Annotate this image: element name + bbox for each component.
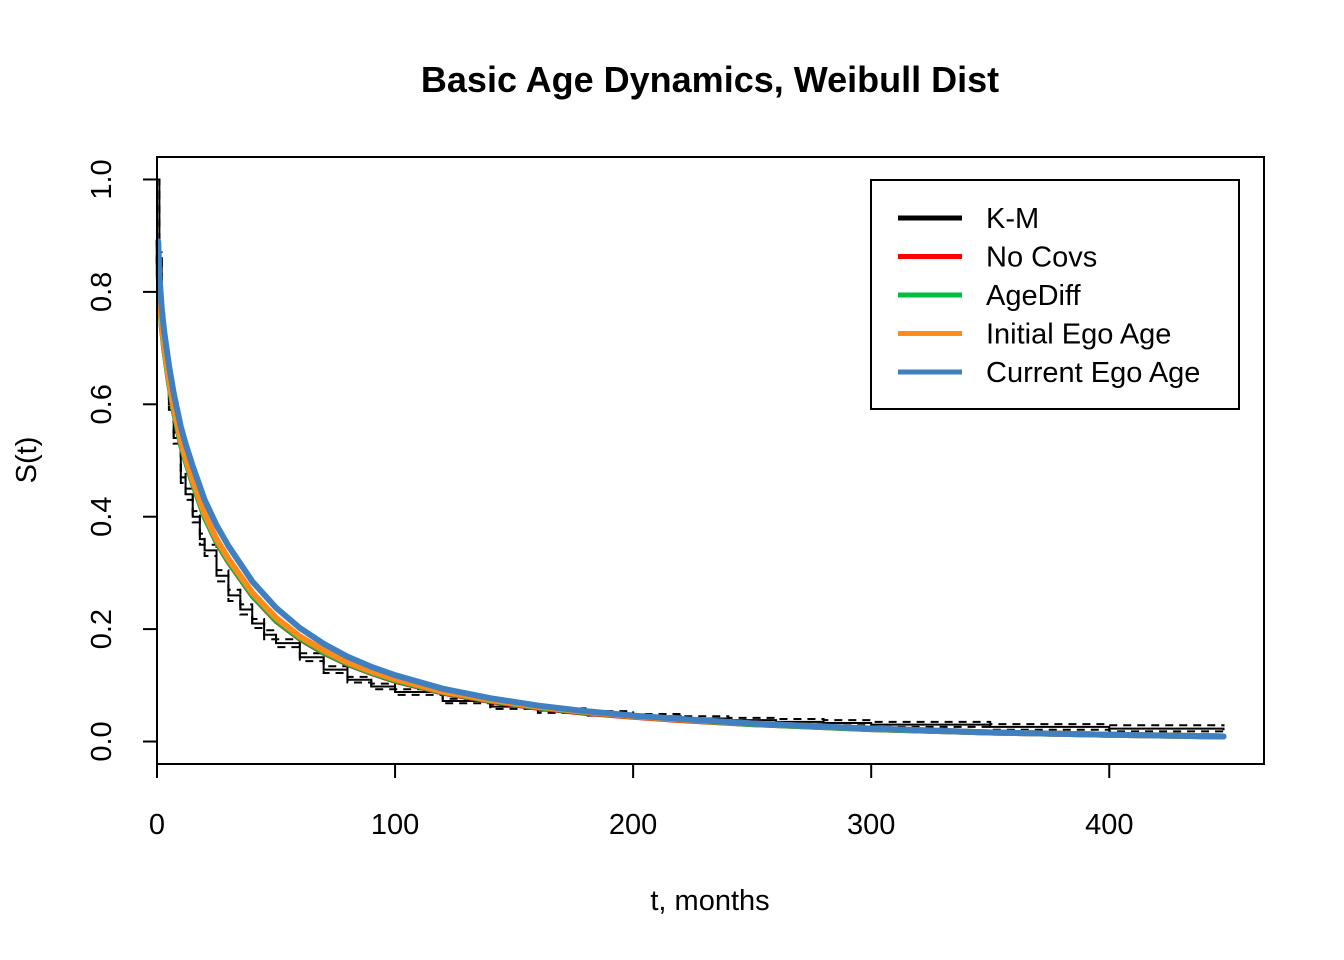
legend-label-initial-ego-age: Initial Ego Age bbox=[986, 319, 1171, 351]
x-tick-label: 400 bbox=[1085, 809, 1133, 841]
plot-area bbox=[155, 178, 1227, 740]
y-tick-label: 0.0 bbox=[86, 721, 118, 761]
x-axis-title: t, months bbox=[650, 885, 769, 917]
legend-label-agediff: AgeDiff bbox=[986, 280, 1082, 312]
y-tick-label: 0.4 bbox=[86, 497, 118, 537]
legend: K-M No Covs AgeDiff Initial Ego Age Current … bbox=[870, 179, 1240, 410]
series-current-ego-age bbox=[155, 238, 1227, 740]
chart-title: Basic Age Dynamics, Weibull Dist bbox=[421, 59, 999, 100]
x-tick-label: 100 bbox=[371, 809, 419, 841]
y-axis: 0.0 0.2 0.4 0.6 0.8 1.0 bbox=[86, 159, 158, 762]
y-tick-label: 0.2 bbox=[86, 609, 118, 649]
y-tick-label: 0.6 bbox=[86, 384, 118, 424]
y-tick-label: 0.8 bbox=[86, 272, 118, 312]
legend-label-no-covs: No Covs bbox=[986, 242, 1097, 274]
y-axis-title: S(t) bbox=[11, 437, 43, 484]
legend-label-current-ego-age: Current Ego Age bbox=[986, 357, 1200, 389]
y-tick-label: 1.0 bbox=[86, 159, 118, 199]
x-tick-label: 0 bbox=[149, 809, 165, 841]
x-tick-label: 200 bbox=[609, 809, 657, 841]
x-tick-label: 300 bbox=[847, 809, 895, 841]
x-axis: 0 100 200 300 400 bbox=[149, 763, 1133, 841]
legend-label-k-m: K-M bbox=[986, 203, 1039, 235]
